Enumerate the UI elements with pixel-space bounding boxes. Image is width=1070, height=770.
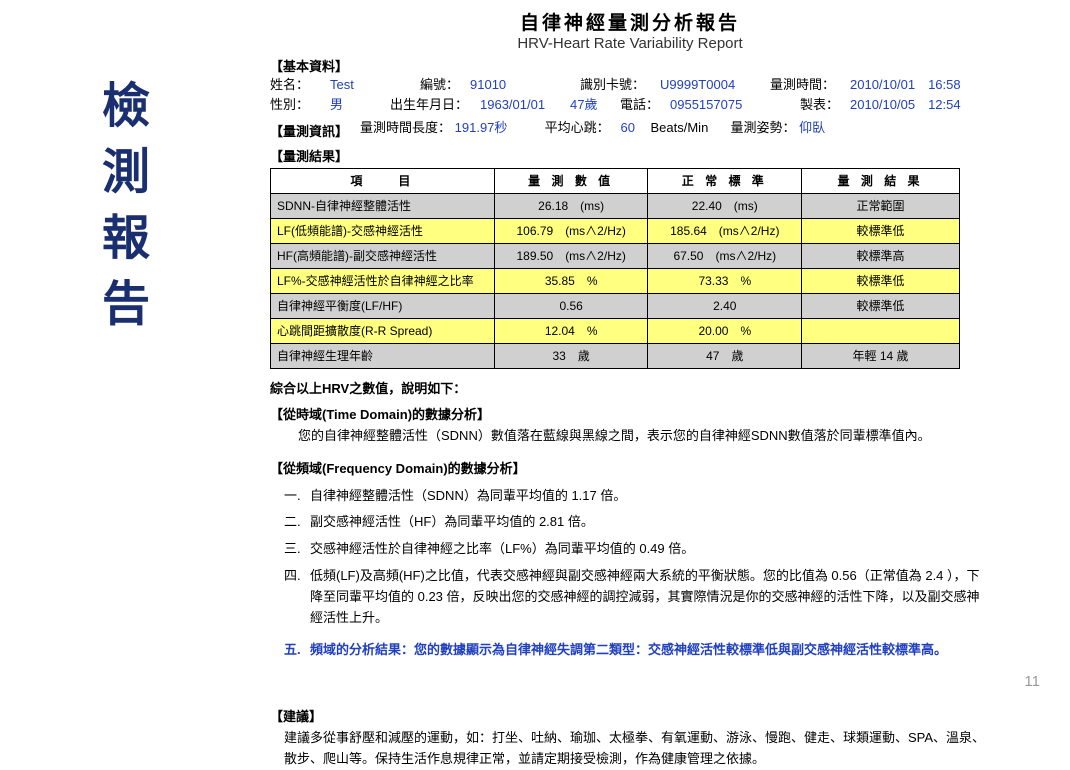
page-number: 11 bbox=[1024, 673, 1040, 690]
table-row: 自律神經生理年齡33 歲47 歲年輕 14 歲 bbox=[271, 343, 960, 368]
table-row: LF(低頻能譜)-交感神經活性106.79 (ms∧2/Hz)185.64 (m… bbox=[271, 218, 960, 243]
title-cn: 自律神經量測分析報告 bbox=[270, 8, 990, 35]
sidebar-title: 檢測報告 bbox=[85, 80, 155, 344]
section-results: 【量測結果】 bbox=[270, 146, 990, 165]
results-table: 項 目 量 測 數 值 正 常 標 準 量 測 結 果 SDNN-自律神經整體活… bbox=[270, 168, 960, 369]
table-row: 自律神經平衡度(LF/HF)0.562.40較標準低 bbox=[271, 293, 960, 318]
meas-info-row: 【量測資訊】 量測時間長度： 191.97秒 平均心跳： 60 Beats/Mi… bbox=[270, 118, 990, 142]
analysis-text: 綜合以上HRV之數值，說明如下： 【從時域(Time Domain)的數據分析】… bbox=[270, 379, 990, 770]
table-row: HF(高頻能譜)-副交感神經活性189.50 (ms∧2/Hz)67.50 (m… bbox=[271, 243, 960, 268]
title-en: HRV-Heart Rate Variability Report bbox=[270, 35, 990, 52]
basic-row-2: 性別：男 出生年月日：1963/01/01 47歲 電話：0955157075 … bbox=[270, 95, 990, 115]
table-row: SDNN-自律神經整體活性26.18 (ms)22.40 (ms)正常範圍 bbox=[271, 193, 960, 218]
basic-row-1: 姓名：Test 編號：91010 識別卡號：U9999T0004 量測時間：20… bbox=[270, 75, 990, 95]
table-row: 心跳間距擴散度(R-R Spread)12.04 %20.00 % bbox=[271, 318, 960, 343]
section-basic: 【基本資料】 bbox=[270, 56, 990, 75]
report-body: 自律神經量測分析報告 HRV-Heart Rate Variability Re… bbox=[270, 8, 990, 770]
table-row: LF%-交感神經活性於自律神經之比率35.85 %73.33 %較標準低 bbox=[271, 268, 960, 293]
